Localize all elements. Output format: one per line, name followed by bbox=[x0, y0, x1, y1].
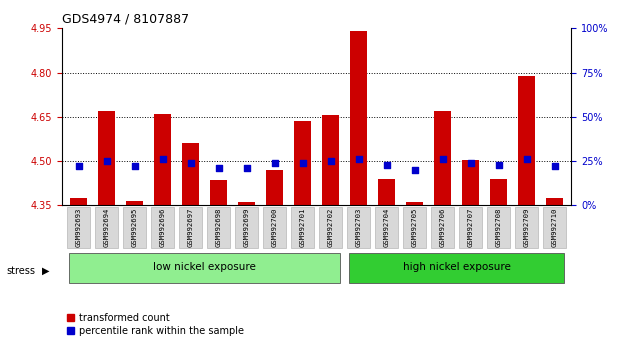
Bar bbox=[69, 253, 340, 283]
Text: ▶: ▶ bbox=[42, 266, 50, 276]
Text: GSM992698: GSM992698 bbox=[215, 208, 222, 247]
Text: high nickel exposure: high nickel exposure bbox=[402, 262, 510, 273]
Text: stress: stress bbox=[6, 266, 35, 276]
Bar bbox=[238, 202, 255, 205]
Bar bbox=[211, 180, 227, 205]
Legend: transformed count, percentile rank within the sample: transformed count, percentile rank withi… bbox=[67, 313, 243, 336]
Point bbox=[354, 156, 364, 162]
Bar bbox=[431, 207, 454, 248]
Text: GSM992710: GSM992710 bbox=[551, 208, 558, 247]
Bar bbox=[487, 207, 510, 248]
Point bbox=[270, 160, 279, 166]
Bar bbox=[155, 114, 171, 205]
Text: GSM992704: GSM992704 bbox=[384, 208, 389, 247]
Bar bbox=[459, 207, 482, 248]
Bar bbox=[68, 207, 91, 248]
Point bbox=[186, 160, 196, 166]
Bar bbox=[71, 198, 88, 205]
Bar bbox=[99, 111, 116, 205]
Text: GSM992706: GSM992706 bbox=[440, 208, 446, 247]
Text: GSM992709: GSM992709 bbox=[524, 208, 530, 247]
Bar bbox=[322, 115, 339, 205]
Point bbox=[74, 164, 84, 169]
Bar bbox=[546, 198, 563, 205]
Bar bbox=[434, 111, 451, 205]
Point bbox=[102, 158, 112, 164]
Text: GDS4974 / 8107887: GDS4974 / 8107887 bbox=[62, 13, 189, 26]
Bar bbox=[347, 207, 370, 248]
Text: GSM992697: GSM992697 bbox=[188, 208, 194, 247]
Point bbox=[158, 156, 168, 162]
Bar bbox=[179, 207, 202, 248]
Bar bbox=[375, 207, 398, 248]
Bar bbox=[263, 207, 286, 248]
Bar bbox=[378, 179, 395, 205]
Bar bbox=[518, 75, 535, 205]
Bar bbox=[152, 207, 175, 248]
Text: GSM992696: GSM992696 bbox=[160, 208, 166, 247]
Bar bbox=[515, 207, 538, 248]
Text: GSM992705: GSM992705 bbox=[412, 208, 418, 247]
Bar bbox=[183, 143, 199, 205]
Point bbox=[326, 158, 336, 164]
Point bbox=[214, 165, 224, 171]
Point bbox=[242, 165, 252, 171]
Text: low nickel exposure: low nickel exposure bbox=[153, 262, 256, 273]
Text: GSM992695: GSM992695 bbox=[132, 208, 138, 247]
Point bbox=[130, 164, 140, 169]
Bar bbox=[406, 202, 423, 205]
Bar bbox=[266, 170, 283, 205]
Bar bbox=[207, 207, 230, 248]
Point bbox=[466, 160, 476, 166]
Bar bbox=[350, 31, 367, 205]
Point bbox=[382, 162, 392, 167]
Text: GSM992694: GSM992694 bbox=[104, 208, 110, 247]
Point bbox=[438, 156, 448, 162]
Text: GSM992699: GSM992699 bbox=[244, 208, 250, 247]
Text: GSM992707: GSM992707 bbox=[468, 208, 474, 247]
Point bbox=[550, 164, 560, 169]
Bar bbox=[462, 160, 479, 205]
Text: GSM992693: GSM992693 bbox=[76, 208, 82, 247]
Bar bbox=[235, 207, 258, 248]
Bar bbox=[294, 121, 311, 205]
Bar bbox=[124, 207, 147, 248]
Text: GSM992701: GSM992701 bbox=[300, 208, 306, 247]
Text: GSM992700: GSM992700 bbox=[272, 208, 278, 247]
Text: GSM992702: GSM992702 bbox=[328, 208, 333, 247]
Bar bbox=[291, 207, 314, 248]
Text: GSM992703: GSM992703 bbox=[356, 208, 361, 247]
Bar bbox=[96, 207, 119, 248]
Text: GSM992708: GSM992708 bbox=[496, 208, 502, 247]
Bar bbox=[403, 207, 426, 248]
Point bbox=[522, 156, 532, 162]
Bar bbox=[349, 253, 564, 283]
Bar bbox=[127, 201, 143, 205]
Bar bbox=[319, 207, 342, 248]
Point bbox=[297, 160, 307, 166]
Point bbox=[494, 162, 504, 167]
Bar bbox=[543, 207, 566, 248]
Point bbox=[410, 167, 420, 173]
Bar bbox=[490, 179, 507, 205]
